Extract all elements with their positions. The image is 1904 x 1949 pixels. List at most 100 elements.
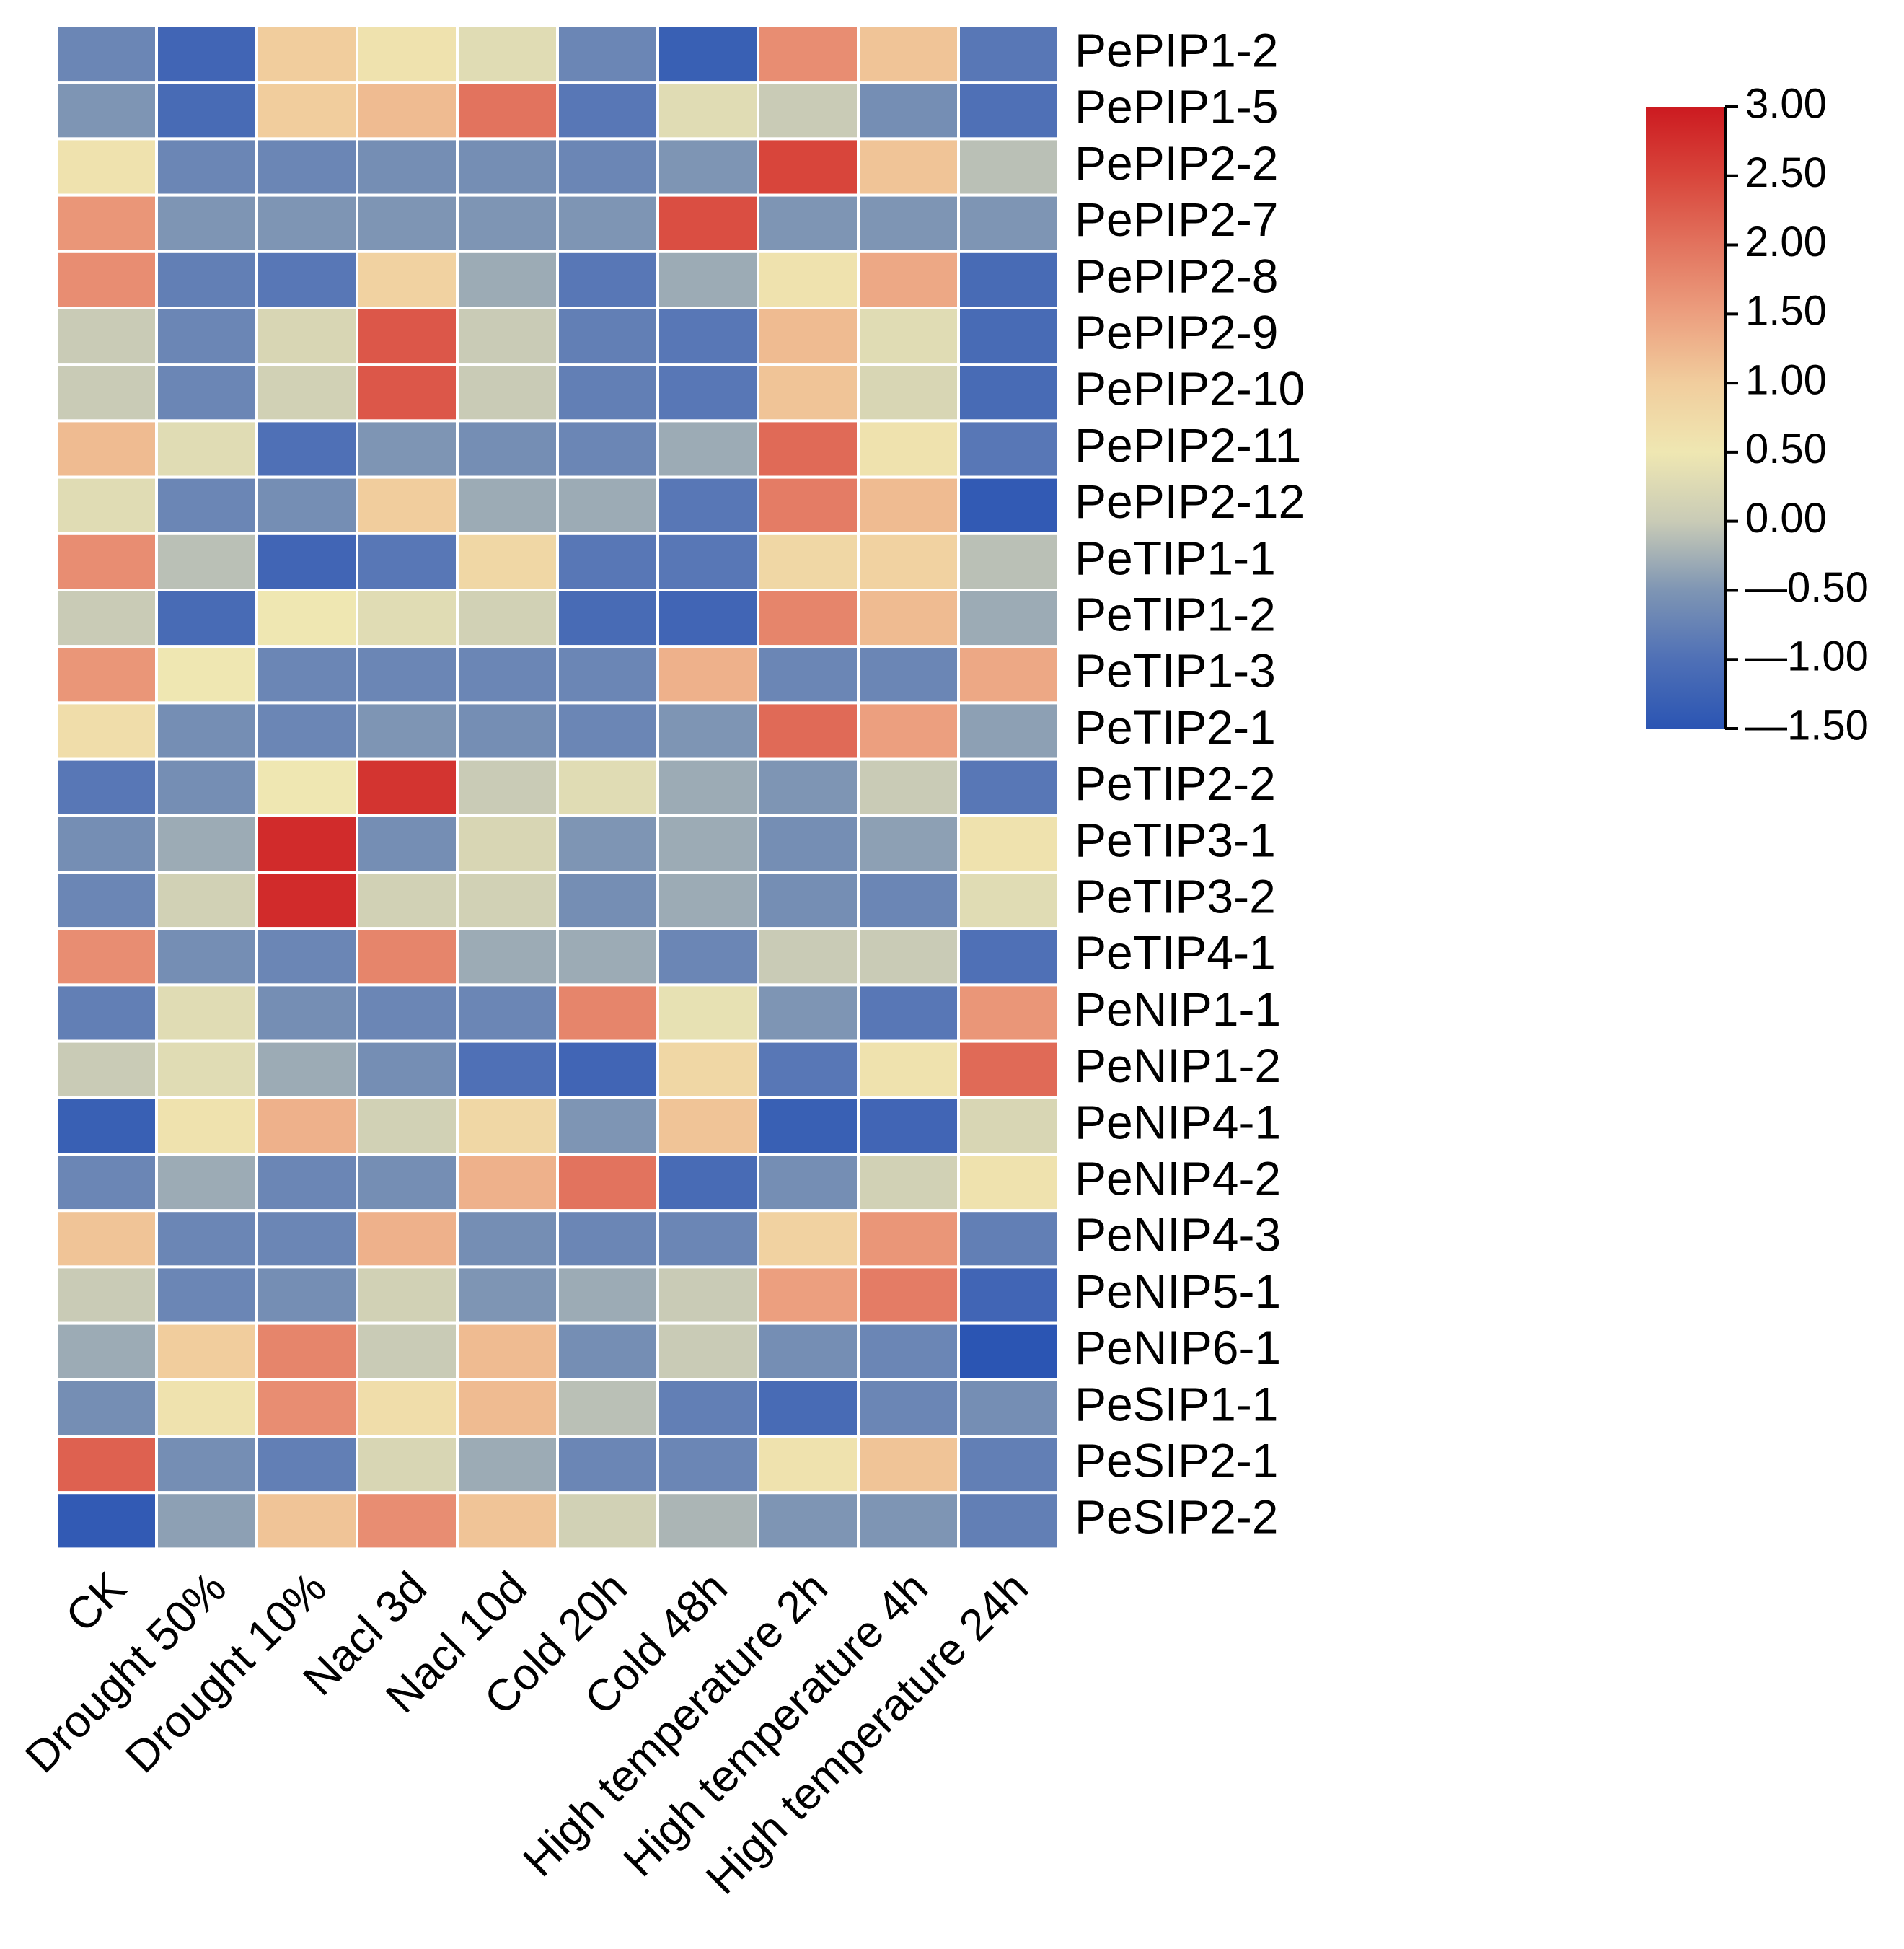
heatmap-cell-pepip2-11-high-temperature-24h bbox=[957, 419, 1060, 479]
heatmap-cell-petip2-1-nacl-3d bbox=[356, 701, 459, 761]
heatmap-cell-pepip2-12-cold-48h bbox=[656, 475, 759, 535]
heatmap-cell-penip5-1-nacl-10d bbox=[456, 1265, 559, 1325]
heatmap-cell-petip4-1-cold-48h bbox=[656, 927, 759, 987]
heatmap-cell-petip3-1-ck bbox=[55, 814, 158, 874]
heatmap-cell-pepip2-2-nacl-10d bbox=[456, 137, 559, 197]
heatmap-cell-pepip2-9-high-temperature-2h bbox=[757, 307, 860, 366]
heatmap-cell-petip1-1-nacl-10d bbox=[456, 532, 559, 591]
heatmap-cell-petip2-2-high-temperature-2h bbox=[757, 757, 860, 817]
heatmap-cell-petip3-1-nacl-3d bbox=[356, 814, 459, 874]
heatmap-cell-pesip2-2-drought-50 bbox=[155, 1491, 258, 1551]
row-label-pesip2-1: PeSIP2-1 bbox=[1075, 1434, 1279, 1487]
heatmap-cell-pesip2-2-high-temperature-24h bbox=[957, 1491, 1060, 1551]
heatmap-cell-petip1-3-drought-50 bbox=[155, 645, 258, 705]
heatmap-cell-petip2-2-nacl-3d bbox=[356, 757, 459, 817]
heatmap-cell-petip1-3-high-temperature-4h bbox=[857, 645, 960, 705]
heatmap-cell-penip1-1-drought-50 bbox=[155, 983, 258, 1043]
heatmap-cell-pepip2-12-cold-20h bbox=[556, 475, 659, 535]
heatmap-cell-pepip2-2-drought-50 bbox=[155, 137, 258, 197]
heatmap-cell-petip1-3-ck bbox=[55, 645, 158, 705]
heatmap-cell-pesip1-1-cold-48h bbox=[656, 1378, 759, 1438]
heatmap-cell-pesip2-1-nacl-10d bbox=[456, 1435, 559, 1495]
heatmap-cell-penip6-1-cold-48h bbox=[656, 1321, 759, 1381]
heatmap-cell-penip4-1-high-temperature-4h bbox=[857, 1096, 960, 1156]
heatmap-cell-pesip1-1-drought-50 bbox=[155, 1378, 258, 1438]
colorbar-tick-label: 2.50 bbox=[1745, 149, 1827, 196]
heatmap-cell-pesip2-2-high-temperature-4h bbox=[857, 1491, 960, 1551]
heatmap-cell-penip4-1-cold-48h bbox=[656, 1096, 759, 1156]
heatmap-cell-petip4-1-high-temperature-2h bbox=[757, 927, 860, 987]
heatmap-cell-penip4-1-nacl-10d bbox=[456, 1096, 559, 1156]
heatmap-cell-penip5-1-cold-20h bbox=[556, 1265, 659, 1325]
heatmap-cell-pepip2-9-ck bbox=[55, 307, 158, 366]
heatmap-cell-penip4-3-high-temperature-4h bbox=[857, 1209, 960, 1269]
heatmap-cell-penip4-3-high-temperature-24h bbox=[957, 1209, 1060, 1269]
heatmap-cell-pesip2-1-high-temperature-24h bbox=[957, 1435, 1060, 1495]
heatmap-cell-petip2-1-cold-48h bbox=[656, 701, 759, 761]
heatmap-cell-penip1-1-high-temperature-2h bbox=[757, 983, 860, 1043]
heatmap-cell-pepip1-5-drought-50 bbox=[155, 81, 258, 141]
heatmap-cell-petip3-2-cold-20h bbox=[556, 871, 659, 930]
heatmap-cell-pepip2-9-high-temperature-4h bbox=[857, 307, 960, 366]
heatmap-cell-penip5-1-ck bbox=[55, 1265, 158, 1325]
heatmap-cell-pepip2-11-nacl-3d bbox=[356, 419, 459, 479]
row-label-penip6-1: PeNIP6-1 bbox=[1075, 1321, 1281, 1374]
heatmap-cell-penip4-3-drought-10 bbox=[255, 1209, 358, 1269]
heatmap-cell-penip1-2-cold-48h bbox=[656, 1039, 759, 1099]
heatmap-cell-pepip2-8-high-temperature-24h bbox=[957, 250, 1060, 309]
heatmap-cell-petip2-2-cold-48h bbox=[656, 757, 759, 817]
row-label-pepip1-5: PePIP1-5 bbox=[1075, 80, 1279, 133]
heatmap-cell-pesip2-1-high-temperature-4h bbox=[857, 1435, 960, 1495]
heatmap-cell-penip1-1-cold-20h bbox=[556, 983, 659, 1043]
heatmap-cell-penip1-1-cold-48h bbox=[656, 983, 759, 1043]
heatmap-cell-petip2-1-high-temperature-4h bbox=[857, 701, 960, 761]
heatmap-cell-pesip2-1-ck bbox=[55, 1435, 158, 1495]
heatmap-cell-pepip2-11-drought-50 bbox=[155, 419, 258, 479]
row-label-pepip2-2: PePIP2-2 bbox=[1075, 136, 1279, 190]
heatmap-cell-pepip1-2-high-temperature-4h bbox=[857, 25, 960, 84]
heatmap-cell-pesip2-1-cold-48h bbox=[656, 1435, 759, 1495]
heatmap-cell-petip2-1-high-temperature-2h bbox=[757, 701, 860, 761]
heatmap-cell-penip4-2-high-temperature-2h bbox=[757, 1153, 860, 1213]
heatmap-cell-pepip2-12-high-temperature-2h bbox=[757, 475, 860, 535]
heatmap-cell-pepip2-12-drought-50 bbox=[155, 475, 258, 535]
heatmap-cell-penip4-1-nacl-3d bbox=[356, 1096, 459, 1156]
colorbar-tick-label: 3.00 bbox=[1745, 80, 1827, 127]
column-label-ck: CK bbox=[56, 1563, 136, 1642]
heatmap-cell-petip1-1-high-temperature-2h bbox=[757, 532, 860, 591]
row-label-petip1-2: PeTIP1-2 bbox=[1075, 588, 1276, 641]
row-label-petip3-1: PeTIP3-1 bbox=[1075, 813, 1276, 866]
heatmap-cell-pesip2-1-high-temperature-2h bbox=[757, 1435, 860, 1495]
heatmap-cell-penip4-1-drought-10 bbox=[255, 1096, 358, 1156]
heatmap-cell-petip3-1-high-temperature-4h bbox=[857, 814, 960, 874]
heatmap-cell-pepip2-9-drought-50 bbox=[155, 307, 258, 366]
heatmap-cell-petip1-1-cold-20h bbox=[556, 532, 659, 591]
heatmap-cell-petip3-1-cold-20h bbox=[556, 814, 659, 874]
heatmap-cell-petip1-2-ck bbox=[55, 589, 158, 648]
heatmap-cell-pepip2-8-nacl-3d bbox=[356, 250, 459, 309]
heatmap-cell-pepip2-8-cold-48h bbox=[656, 250, 759, 309]
row-label-penip1-1: PeNIP1-1 bbox=[1075, 982, 1281, 1036]
heatmap-cell-petip1-3-nacl-3d bbox=[356, 645, 459, 705]
heatmap-cell-petip2-1-drought-10 bbox=[255, 701, 358, 761]
heatmap-cell-pepip2-12-ck bbox=[55, 475, 158, 535]
heatmap-cell-petip4-1-cold-20h bbox=[556, 927, 659, 987]
heatmap-cell-pepip1-2-drought-50 bbox=[155, 25, 258, 84]
heatmap-cell-petip1-2-high-temperature-2h bbox=[757, 589, 860, 648]
row-labels: PePIP1-2PePIP1-5PePIP2-2PePIP2-7PePIP2-8… bbox=[1075, 24, 1305, 1544]
heatmap-cell-pepip2-12-high-temperature-24h bbox=[957, 475, 1060, 535]
row-label-pepip2-9: PePIP2-9 bbox=[1075, 306, 1279, 359]
heatmap-cell-pepip2-11-drought-10 bbox=[255, 419, 358, 479]
heatmap-cell-pepip1-2-drought-10 bbox=[255, 25, 358, 84]
heatmap-cell-petip2-1-cold-20h bbox=[556, 701, 659, 761]
heatmap-cell-petip3-1-cold-48h bbox=[656, 814, 759, 874]
row-label-penip1-2: PeNIP1-2 bbox=[1075, 1039, 1281, 1092]
heatmap-cell-pesip2-2-drought-10 bbox=[255, 1491, 358, 1551]
row-label-pepip2-12: PePIP2-12 bbox=[1075, 475, 1305, 528]
heatmap-cell-petip3-2-high-temperature-2h bbox=[757, 871, 860, 930]
heatmap-cell-pepip1-2-nacl-3d bbox=[356, 25, 459, 84]
heatmap-cell-pepip2-2-cold-20h bbox=[556, 137, 659, 197]
heatmap-cell-petip3-1-high-temperature-2h bbox=[757, 814, 860, 874]
heatmap-cell-pepip2-11-high-temperature-4h bbox=[857, 419, 960, 479]
row-label-petip1-3: PeTIP1-3 bbox=[1075, 644, 1276, 698]
